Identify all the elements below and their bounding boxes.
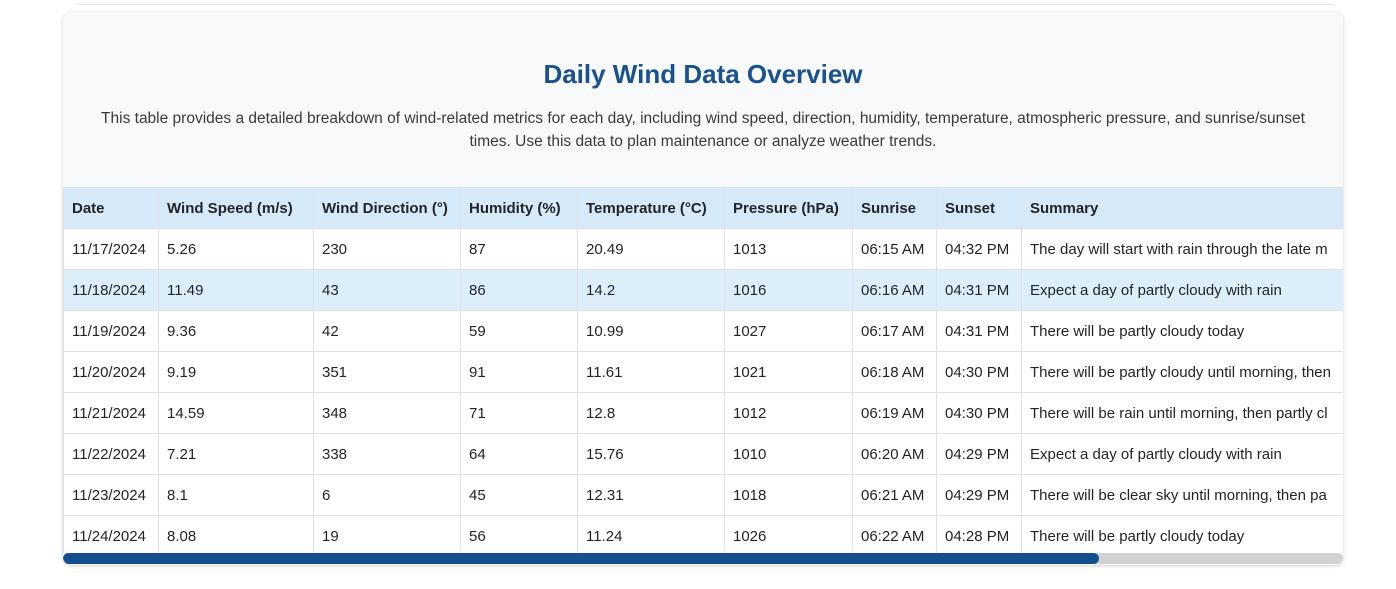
table-cell: 1027 bbox=[724, 310, 853, 352]
table-cell: 64 bbox=[460, 433, 578, 475]
column-header: Wind Direction (°) bbox=[313, 187, 461, 229]
table-cell: 1018 bbox=[724, 474, 853, 516]
table-cell: 338 bbox=[313, 433, 461, 475]
scrollbar-thumb[interactable] bbox=[63, 553, 1099, 564]
column-header: Summary bbox=[1021, 187, 1343, 229]
table-cell: 45 bbox=[460, 474, 578, 516]
table-cell: 04:30 PM bbox=[936, 351, 1022, 393]
table-row[interactable]: 11/21/2024 14.59 348 71 12.8 1012 06:19 AM 04:3… bbox=[63, 392, 1343, 434]
table-cell: 11/19/2024 bbox=[63, 310, 159, 352]
table-cell: 1012 bbox=[724, 392, 853, 434]
table-cell: 1016 bbox=[724, 269, 853, 311]
table-scroll-viewport[interactable]: Date Wind Speed (m/s) Wind Direction (°) Hu… bbox=[63, 187, 1343, 553]
table-cell: 06:22 AM bbox=[852, 515, 937, 553]
table-cell: 11/22/2024 bbox=[63, 433, 159, 475]
table-cell: The day will start with rain through the… bbox=[1021, 228, 1343, 270]
table-cell: 04:31 PM bbox=[936, 310, 1022, 352]
page-title: Daily Wind Data Overview bbox=[543, 59, 863, 89]
table-cell: 86 bbox=[460, 269, 578, 311]
table-cell: There will be partly cloudy today bbox=[1021, 310, 1343, 352]
table-cell: 12.31 bbox=[577, 474, 725, 516]
column-header: Humidity (%) bbox=[460, 187, 578, 229]
table-cell: 06:18 AM bbox=[852, 351, 937, 393]
page-description: This table provides a detailed breakdown… bbox=[101, 110, 1305, 150]
table-cell: There will be partly cloudy until mornin… bbox=[1021, 351, 1343, 393]
table-cell: 06:19 AM bbox=[852, 392, 937, 434]
table-cell: 06:20 AM bbox=[852, 433, 937, 475]
table-row[interactable]: 11/24/2024 8.08 19 56 11.24 1026 06:22 AM 04:28… bbox=[63, 515, 1343, 553]
wind-table: Date Wind Speed (m/s) Wind Direction (°) Hu… bbox=[63, 187, 1343, 553]
column-header: Sunrise bbox=[852, 187, 937, 229]
table-cell: 230 bbox=[313, 228, 461, 270]
table-cell: 19 bbox=[313, 515, 461, 553]
table-cell: 71 bbox=[460, 392, 578, 434]
table-cell: 7.21 bbox=[158, 433, 314, 475]
table-row[interactable]: 11/18/2024 11.49 43 86 14.2 1016 06:16 AM 04:31… bbox=[63, 269, 1343, 311]
table-cell: 11/18/2024 bbox=[63, 269, 159, 311]
table-cell: 11.61 bbox=[577, 351, 725, 393]
table-cell: 20.49 bbox=[577, 228, 725, 270]
table-cell: 42 bbox=[313, 310, 461, 352]
table-cell: There will be clear sky until morning, t… bbox=[1021, 474, 1343, 516]
table-cell: 9.19 bbox=[158, 351, 314, 393]
table-cell: 351 bbox=[313, 351, 461, 393]
table-cell: 11/21/2024 bbox=[63, 392, 159, 434]
table-cell: Expect a day of partly cloudy with rain bbox=[1021, 433, 1343, 475]
table-cell: 11/24/2024 bbox=[63, 515, 159, 553]
table-cell: 10.99 bbox=[577, 310, 725, 352]
previous-card-bottom-edge bbox=[75, 0, 1337, 5]
column-header: Temperature (°C) bbox=[577, 187, 725, 229]
wind-data-card: Daily Wind Data Overview This table prov… bbox=[63, 12, 1343, 565]
table-cell: 1010 bbox=[724, 433, 853, 475]
table-cell: 12.8 bbox=[577, 392, 725, 434]
table-cell: Expect a day of partly cloudy with rain bbox=[1021, 269, 1343, 311]
table-cell: 87 bbox=[460, 228, 578, 270]
table-cell: There will be rain until morning, then p… bbox=[1021, 392, 1343, 434]
horizontal-scrollbar[interactable] bbox=[63, 553, 1343, 564]
table-row[interactable]: 11/20/2024 9.19 351 91 11.61 1021 06:18 AM 04:3… bbox=[63, 351, 1343, 393]
column-header: Wind Speed (m/s) bbox=[158, 187, 314, 229]
column-header: Pressure (hPa) bbox=[724, 187, 853, 229]
table-cell: There will be partly cloudy today bbox=[1021, 515, 1343, 553]
table-cell: 59 bbox=[460, 310, 578, 352]
table-cell: 11.24 bbox=[577, 515, 725, 553]
table-cell: 06:21 AM bbox=[852, 474, 937, 516]
table-cell: 14.59 bbox=[158, 392, 314, 434]
table-cell: 15.76 bbox=[577, 433, 725, 475]
table-cell: 06:16 AM bbox=[852, 269, 937, 311]
table-cell: 1026 bbox=[724, 515, 853, 553]
table-cell: 348 bbox=[313, 392, 461, 434]
table-cell: 11/20/2024 bbox=[63, 351, 159, 393]
table-cell: 91 bbox=[460, 351, 578, 393]
table-row[interactable]: 11/23/2024 8.1 6 45 12.31 1018 06:21 AM 04:29 P… bbox=[63, 474, 1343, 516]
table-cell: 8.08 bbox=[158, 515, 314, 553]
table-cell: 11.49 bbox=[158, 269, 314, 311]
table-header-row: Date Wind Speed (m/s) Wind Direction (°) Hu… bbox=[63, 187, 1343, 229]
table-cell: 06:15 AM bbox=[852, 228, 937, 270]
table-cell: 11/23/2024 bbox=[63, 474, 159, 516]
column-header: Sunset bbox=[936, 187, 1022, 229]
table-cell: 04:30 PM bbox=[936, 392, 1022, 434]
table-cell: 8.1 bbox=[158, 474, 314, 516]
table-cell: 04:28 PM bbox=[936, 515, 1022, 553]
table-cell: 11/17/2024 bbox=[63, 228, 159, 270]
table-cell: 04:29 PM bbox=[936, 474, 1022, 516]
table-cell: 06:17 AM bbox=[852, 310, 937, 352]
table-cell: 6 bbox=[313, 474, 461, 516]
table-row[interactable]: 11/19/2024 9.36 42 59 10.99 1027 06:17 AM 04:31… bbox=[63, 310, 1343, 352]
table-cell: 1013 bbox=[724, 228, 853, 270]
table-cell: 14.2 bbox=[577, 269, 725, 311]
table-cell: 1021 bbox=[724, 351, 853, 393]
table-cell: 04:29 PM bbox=[936, 433, 1022, 475]
table-row[interactable]: 11/17/2024 5.26 230 87 20.49 1013 06:15 AM 04:3… bbox=[63, 228, 1343, 270]
table-cell: 04:31 PM bbox=[936, 269, 1022, 311]
table-cell: 43 bbox=[313, 269, 461, 311]
table-cell: 04:32 PM bbox=[936, 228, 1022, 270]
table-cell: 56 bbox=[460, 515, 578, 553]
column-header: Date bbox=[63, 187, 159, 229]
table-row[interactable]: 11/22/2024 7.21 338 64 15.76 1010 06:20 AM 04:2… bbox=[63, 433, 1343, 475]
table-cell: 9.36 bbox=[158, 310, 314, 352]
table-cell: 5.26 bbox=[158, 228, 314, 270]
